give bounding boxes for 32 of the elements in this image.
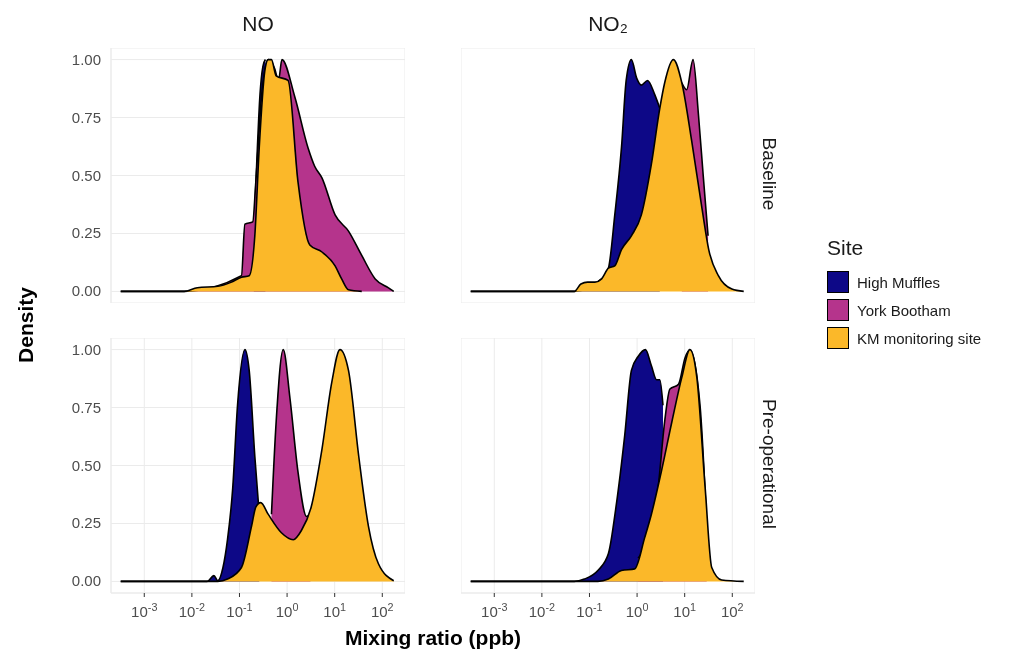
x-tick-label: 10$^{2}$ (720, 601, 744, 620)
y-tick-label: 1.00 (71, 340, 101, 358)
y-axis-title: Density (14, 286, 38, 365)
legend-label: KM monitoring site (857, 329, 982, 347)
text: Pre-operational (758, 397, 780, 531)
x-tick-label: 10$^{-1}$ (576, 601, 603, 620)
y-tick-label: 1.00 (71, 50, 101, 68)
y-tick-label: 0.75 (71, 108, 101, 126)
y-tick-label: 0.00 (71, 282, 101, 300)
legend-label: High Muffles (857, 273, 941, 291)
y-tick-label: 0.50 (71, 456, 101, 474)
text: Baseline (758, 136, 780, 212)
x-tick-label: 10$^{-3}$ (481, 601, 508, 620)
legend-title: Site (827, 236, 865, 260)
x-tick-label: 10$^{2}$ (370, 601, 394, 620)
y-tick-label: 0.25 (71, 514, 101, 532)
chart-title: NO₂ (587, 12, 629, 36)
y-tick-label: 0.00 (71, 572, 101, 590)
x-tick-label: 10$^{-3}$ (131, 601, 158, 620)
chart-title: NO (241, 12, 275, 36)
y-tick-label: 0.25 (71, 224, 101, 242)
x-tick-label: 10$^{-2}$ (178, 601, 206, 620)
y-tick-label: 0.75 (71, 398, 101, 416)
x-tick-label: 10$^{-1}$ (226, 601, 253, 620)
x-axis-title: Mixing ratio (ppb) (343, 626, 523, 650)
x-tick-label: 10$^{-2}$ (528, 601, 556, 620)
x-tick-label: 10$^{0}$ (275, 601, 299, 620)
legend-label: York Bootham (857, 301, 951, 319)
y-tick-label: 0.50 (71, 166, 101, 184)
x-tick-label: 10$^{1}$ (323, 601, 347, 620)
x-tick-label: 10$^{1}$ (673, 601, 697, 620)
x-tick-label: 10$^{0}$ (625, 601, 649, 620)
